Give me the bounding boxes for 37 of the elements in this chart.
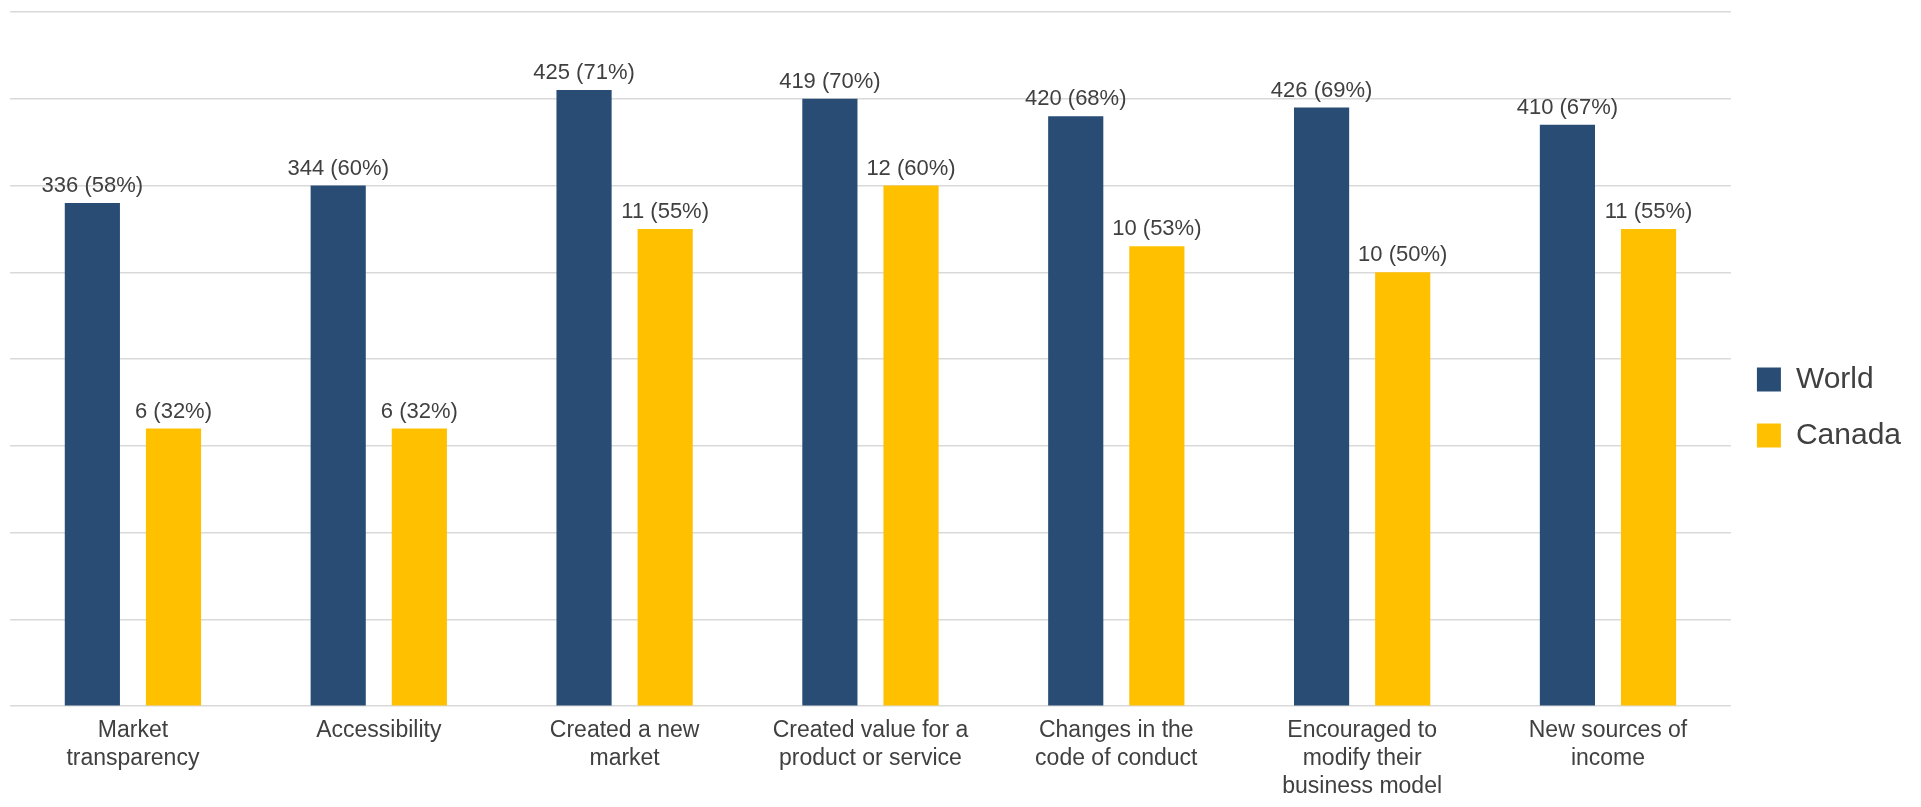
data-label: 344 (60%) — [287, 154, 389, 180]
data-label: 6 (32%) — [380, 397, 458, 423]
bar — [1539, 124, 1596, 706]
data-label: 6 (32%) — [134, 397, 213, 423]
bar — [145, 428, 202, 706]
bar — [310, 185, 366, 706]
legend-label: Canada — [1795, 416, 1902, 450]
bar — [1048, 116, 1104, 706]
bar — [1620, 228, 1677, 706]
x-tick-label: Created value for a product or service — [772, 716, 969, 770]
bar — [1294, 107, 1350, 706]
x-tick-label: Changes in the code of conduct — [1035, 716, 1199, 770]
data-label: 419 (70%) — [779, 67, 881, 93]
bar — [391, 428, 447, 706]
data-label: 410 (67%) — [1516, 93, 1619, 119]
x-tick-label: Created a new market — [549, 716, 700, 770]
data-label: 336 (58%) — [41, 171, 144, 197]
data-label: 11 (55%) — [1604, 198, 1693, 223]
x-tick-label: Market transparency — [66, 716, 200, 770]
bar — [1375, 272, 1431, 706]
bar — [1129, 246, 1185, 706]
x-tick-label: Encouraged to modify their business model — [1282, 716, 1443, 798]
legend-label: World — [1795, 360, 1874, 394]
bar — [556, 90, 612, 706]
data-label: 426 (69%) — [1270, 76, 1373, 102]
x-tick-label: Accessibility — [316, 716, 442, 743]
bar — [802, 98, 858, 706]
data-label: 10 (53%) — [1112, 215, 1202, 241]
data-label: 12 (60%) — [866, 154, 956, 180]
data-label: 420 (68%) — [1024, 85, 1127, 111]
data-label: 425 (71%) — [533, 59, 635, 85]
data-label: 11 (55%) — [621, 198, 709, 223]
x-tick-label: New sources of income — [1528, 716, 1688, 770]
data-label: 10 (50%) — [1358, 241, 1448, 267]
bar — [883, 185, 939, 706]
bar — [64, 202, 120, 706]
bar — [637, 228, 693, 706]
